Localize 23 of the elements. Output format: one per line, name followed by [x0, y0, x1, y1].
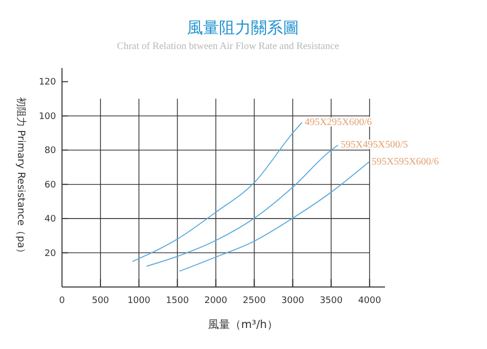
y-tick-label: 60	[44, 180, 56, 190]
line-series	[146, 144, 338, 267]
x-tick-label: 1000	[127, 296, 151, 306]
line-series	[179, 162, 370, 272]
x-tick-label: 0	[59, 296, 66, 306]
series-label: 595X595X600/6	[372, 156, 439, 168]
y-tick-label: 40	[44, 214, 56, 225]
x-tick-label: 2000	[204, 296, 228, 306]
y-tick-label: 100	[38, 112, 56, 122]
x-tick-label: 4000	[358, 296, 382, 306]
x-tick-label: 2500	[242, 296, 266, 306]
x-axis-title: 風量（m³/h）	[208, 318, 278, 331]
chart-subtitle: Chrat of Relation btween Air Flow Rate and Resistance	[116, 41, 340, 52]
x-tick-label: 3000	[281, 296, 304, 306]
line-series	[132, 122, 302, 262]
chart-title: 風量阻力關系圖	[187, 18, 299, 37]
y-tick-label: 120	[38, 78, 56, 88]
y-tick-label: 20	[44, 248, 56, 259]
y-tick-label: 80	[44, 146, 56, 156]
x-tick-label: 500	[92, 296, 110, 306]
x-tick-label: 1500	[166, 296, 190, 306]
y-axis-title: 初阻力 Primary Resistance（pa）	[15, 96, 27, 258]
x-tick-label: 3500	[320, 296, 343, 306]
